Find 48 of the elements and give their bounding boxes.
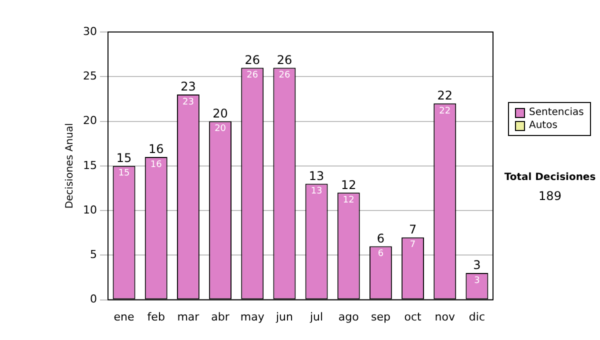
text: Total Decisiones [503, 172, 597, 183]
x-tick-label: feb [147, 310, 165, 324]
y-axis-title: Decisiones Anual [64, 123, 76, 209]
x-tick-label: ene [114, 310, 135, 324]
data-label: 22 [439, 106, 451, 116]
total-label: 3 [473, 258, 481, 272]
x-tick-label: jul [308, 310, 324, 324]
y-tick-label: 15 [82, 158, 97, 172]
total-label: 6 [376, 231, 385, 246]
total-label: 13 [308, 168, 324, 183]
x-tick-label: ago [338, 310, 360, 324]
total-label: 20 [212, 106, 228, 120]
total-label: 26 [244, 52, 260, 67]
data-label: 7 [410, 240, 416, 250]
y-tick-label: 0 [90, 292, 97, 306]
data-label: 6 [378, 249, 384, 260]
legend-label: Autos [529, 119, 558, 132]
y-tick-label: 30 [82, 24, 97, 38]
total-label: 12 [340, 178, 356, 192]
total-label: 15 [116, 151, 132, 166]
text: 189 [538, 189, 562, 203]
total-label: 7 [408, 222, 417, 236]
total-label: 22 [437, 88, 453, 103]
data-label: 26 [246, 70, 258, 81]
total-label: 16 [148, 142, 164, 156]
x-tick-label: nov [434, 310, 456, 324]
x-tick-label: dic [468, 310, 486, 324]
y-tick-label: 10 [82, 203, 97, 216]
y-tick-label: 20 [82, 114, 97, 128]
x-tick-label: jun [274, 310, 293, 324]
y-tick-label: 5 [90, 248, 97, 262]
x-tick-label: may [240, 310, 265, 324]
legend-label: Sentencias [529, 106, 584, 119]
data-label: 20 [214, 124, 226, 134]
x-tick-label: abr [211, 310, 230, 324]
total-label: 26 [276, 52, 292, 67]
data-label: 15 [118, 168, 130, 179]
x-tick-label: oct [404, 310, 422, 324]
data-label: 26 [278, 70, 290, 81]
x-tick-label: mar [177, 310, 200, 324]
data-label: 13 [310, 186, 322, 197]
data-label: 3 [474, 276, 480, 286]
data-label: 16 [150, 160, 162, 170]
data-label: 12 [342, 196, 354, 206]
data-label: 23 [182, 97, 194, 108]
y-tick-label: 25 [82, 69, 97, 82]
total-label: 23 [180, 80, 196, 94]
x-tick-label: sep [370, 310, 390, 324]
